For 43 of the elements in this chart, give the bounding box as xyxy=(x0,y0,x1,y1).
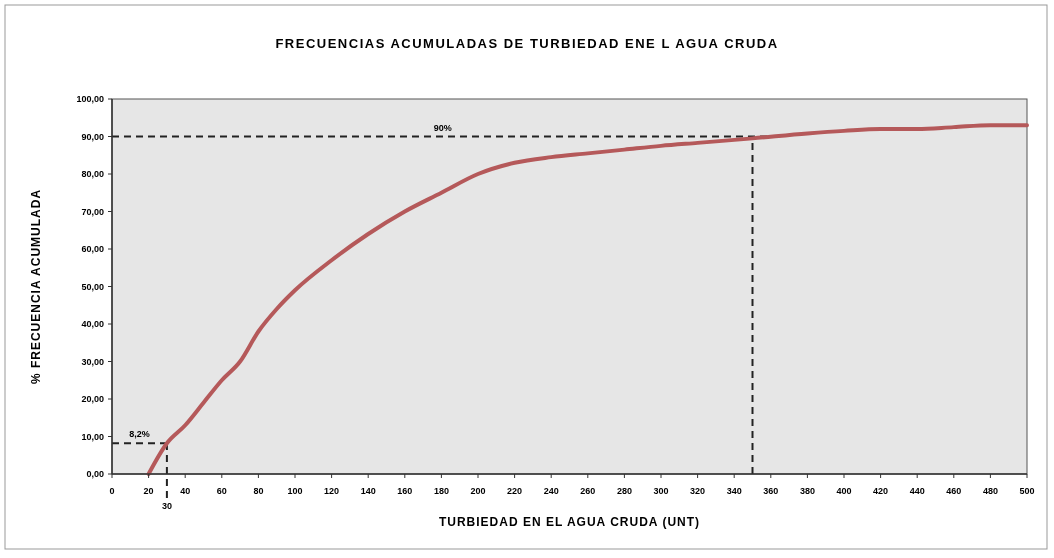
x-tick-label: 440 xyxy=(909,486,925,496)
y-tick-label: 60,00 xyxy=(81,244,104,254)
x-tick-label: 260 xyxy=(580,486,596,496)
y-axis-title: % FRECUENCIA ACUMULADA xyxy=(29,188,43,385)
x-tick-label: 180 xyxy=(433,486,449,496)
y-tick-label: 40,00 xyxy=(81,319,104,329)
y-tick-label: 0,00 xyxy=(86,469,104,479)
x-tick-label: 360 xyxy=(763,486,779,496)
y-tick-label: 10,00 xyxy=(81,431,104,442)
ref-line-label: 90% xyxy=(433,122,452,133)
x-tick-label: 480 xyxy=(982,486,998,496)
ref-line-label: 30 xyxy=(161,501,172,511)
x-tick-label: 200 xyxy=(470,486,486,496)
x-axis-title: TURBIEDAD EN EL AGUA CRUDA (UNT) xyxy=(438,515,701,529)
chart-title: FRECUENCIAS ACUMULADAS DE TURBIEDAD ENE L AGUA CRUDA xyxy=(275,36,779,51)
x-tick-label: 300 xyxy=(653,486,669,496)
y-tick-label: 50,00 xyxy=(81,281,104,292)
ref-line-label: 8,2% xyxy=(129,429,150,440)
x-tick-label: 340 xyxy=(726,486,742,496)
y-tick-label: 80,00 xyxy=(81,169,104,179)
x-tick-label: 400 xyxy=(836,486,852,496)
y-tick-label: 20,00 xyxy=(81,394,104,404)
y-tick-label: 90,00 xyxy=(81,131,104,142)
x-tick-label: 220 xyxy=(507,486,523,496)
x-tick-label: 320 xyxy=(690,486,706,496)
x-tick-label: 40 xyxy=(180,486,191,496)
x-tick-label: 240 xyxy=(543,486,559,496)
x-tick-label: 80 xyxy=(253,486,264,496)
x-tick-label: 140 xyxy=(360,486,376,496)
x-tick-label: 100 xyxy=(287,486,303,496)
x-tick-label: 280 xyxy=(616,486,632,496)
x-tick-label: 500 xyxy=(1019,486,1035,496)
x-tick-label: 120 xyxy=(324,486,340,496)
x-tick-label: 460 xyxy=(946,486,962,496)
x-tick-label: 0 xyxy=(109,486,115,496)
x-tick-label: 60 xyxy=(216,486,227,496)
y-tick-label: 30,00 xyxy=(81,356,104,367)
y-tick-label: 70,00 xyxy=(81,206,104,217)
x-tick-label: 380 xyxy=(799,486,815,496)
x-tick-label: 160 xyxy=(397,486,413,496)
x-tick-label: 420 xyxy=(873,486,889,496)
x-tick-label: 20 xyxy=(143,486,154,496)
y-tick-label: 100,00 xyxy=(76,94,104,104)
